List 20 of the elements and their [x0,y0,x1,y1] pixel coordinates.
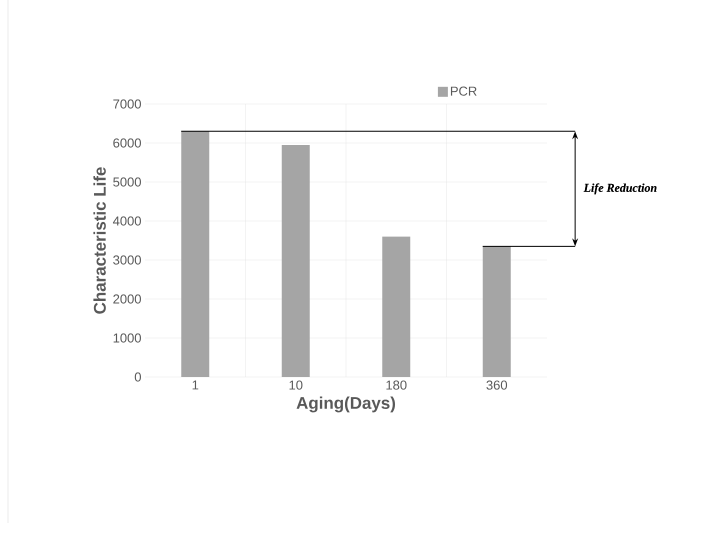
text: Life Reduction [584,183,656,194]
y-tick-label: 2000 [113,294,141,304]
y-axis-title: Characteristic Life [93,167,106,314]
legend-label: PCR [450,86,477,96]
bar [181,131,210,377]
y-tick-label: 3000 [113,255,141,265]
bar [282,144,310,377]
y-tick-label: 0 [134,372,141,382]
x-tick-label: 180 [386,380,407,390]
y-tick-label: 5000 [113,177,141,187]
x-tick-label: 1 [192,380,198,390]
x-tick-label: 360 [486,380,508,390]
y-tick-label: 6000 [113,138,141,148]
x-tick-label: 10 [290,380,302,390]
bar [382,236,410,377]
y-tick-label: 7000 [113,99,141,109]
y-tick-label: 4000 [112,216,141,226]
x-axis-title: Aging(Days) [296,396,396,412]
y-tick-label: 1000 [114,333,141,343]
bar [482,246,511,377]
